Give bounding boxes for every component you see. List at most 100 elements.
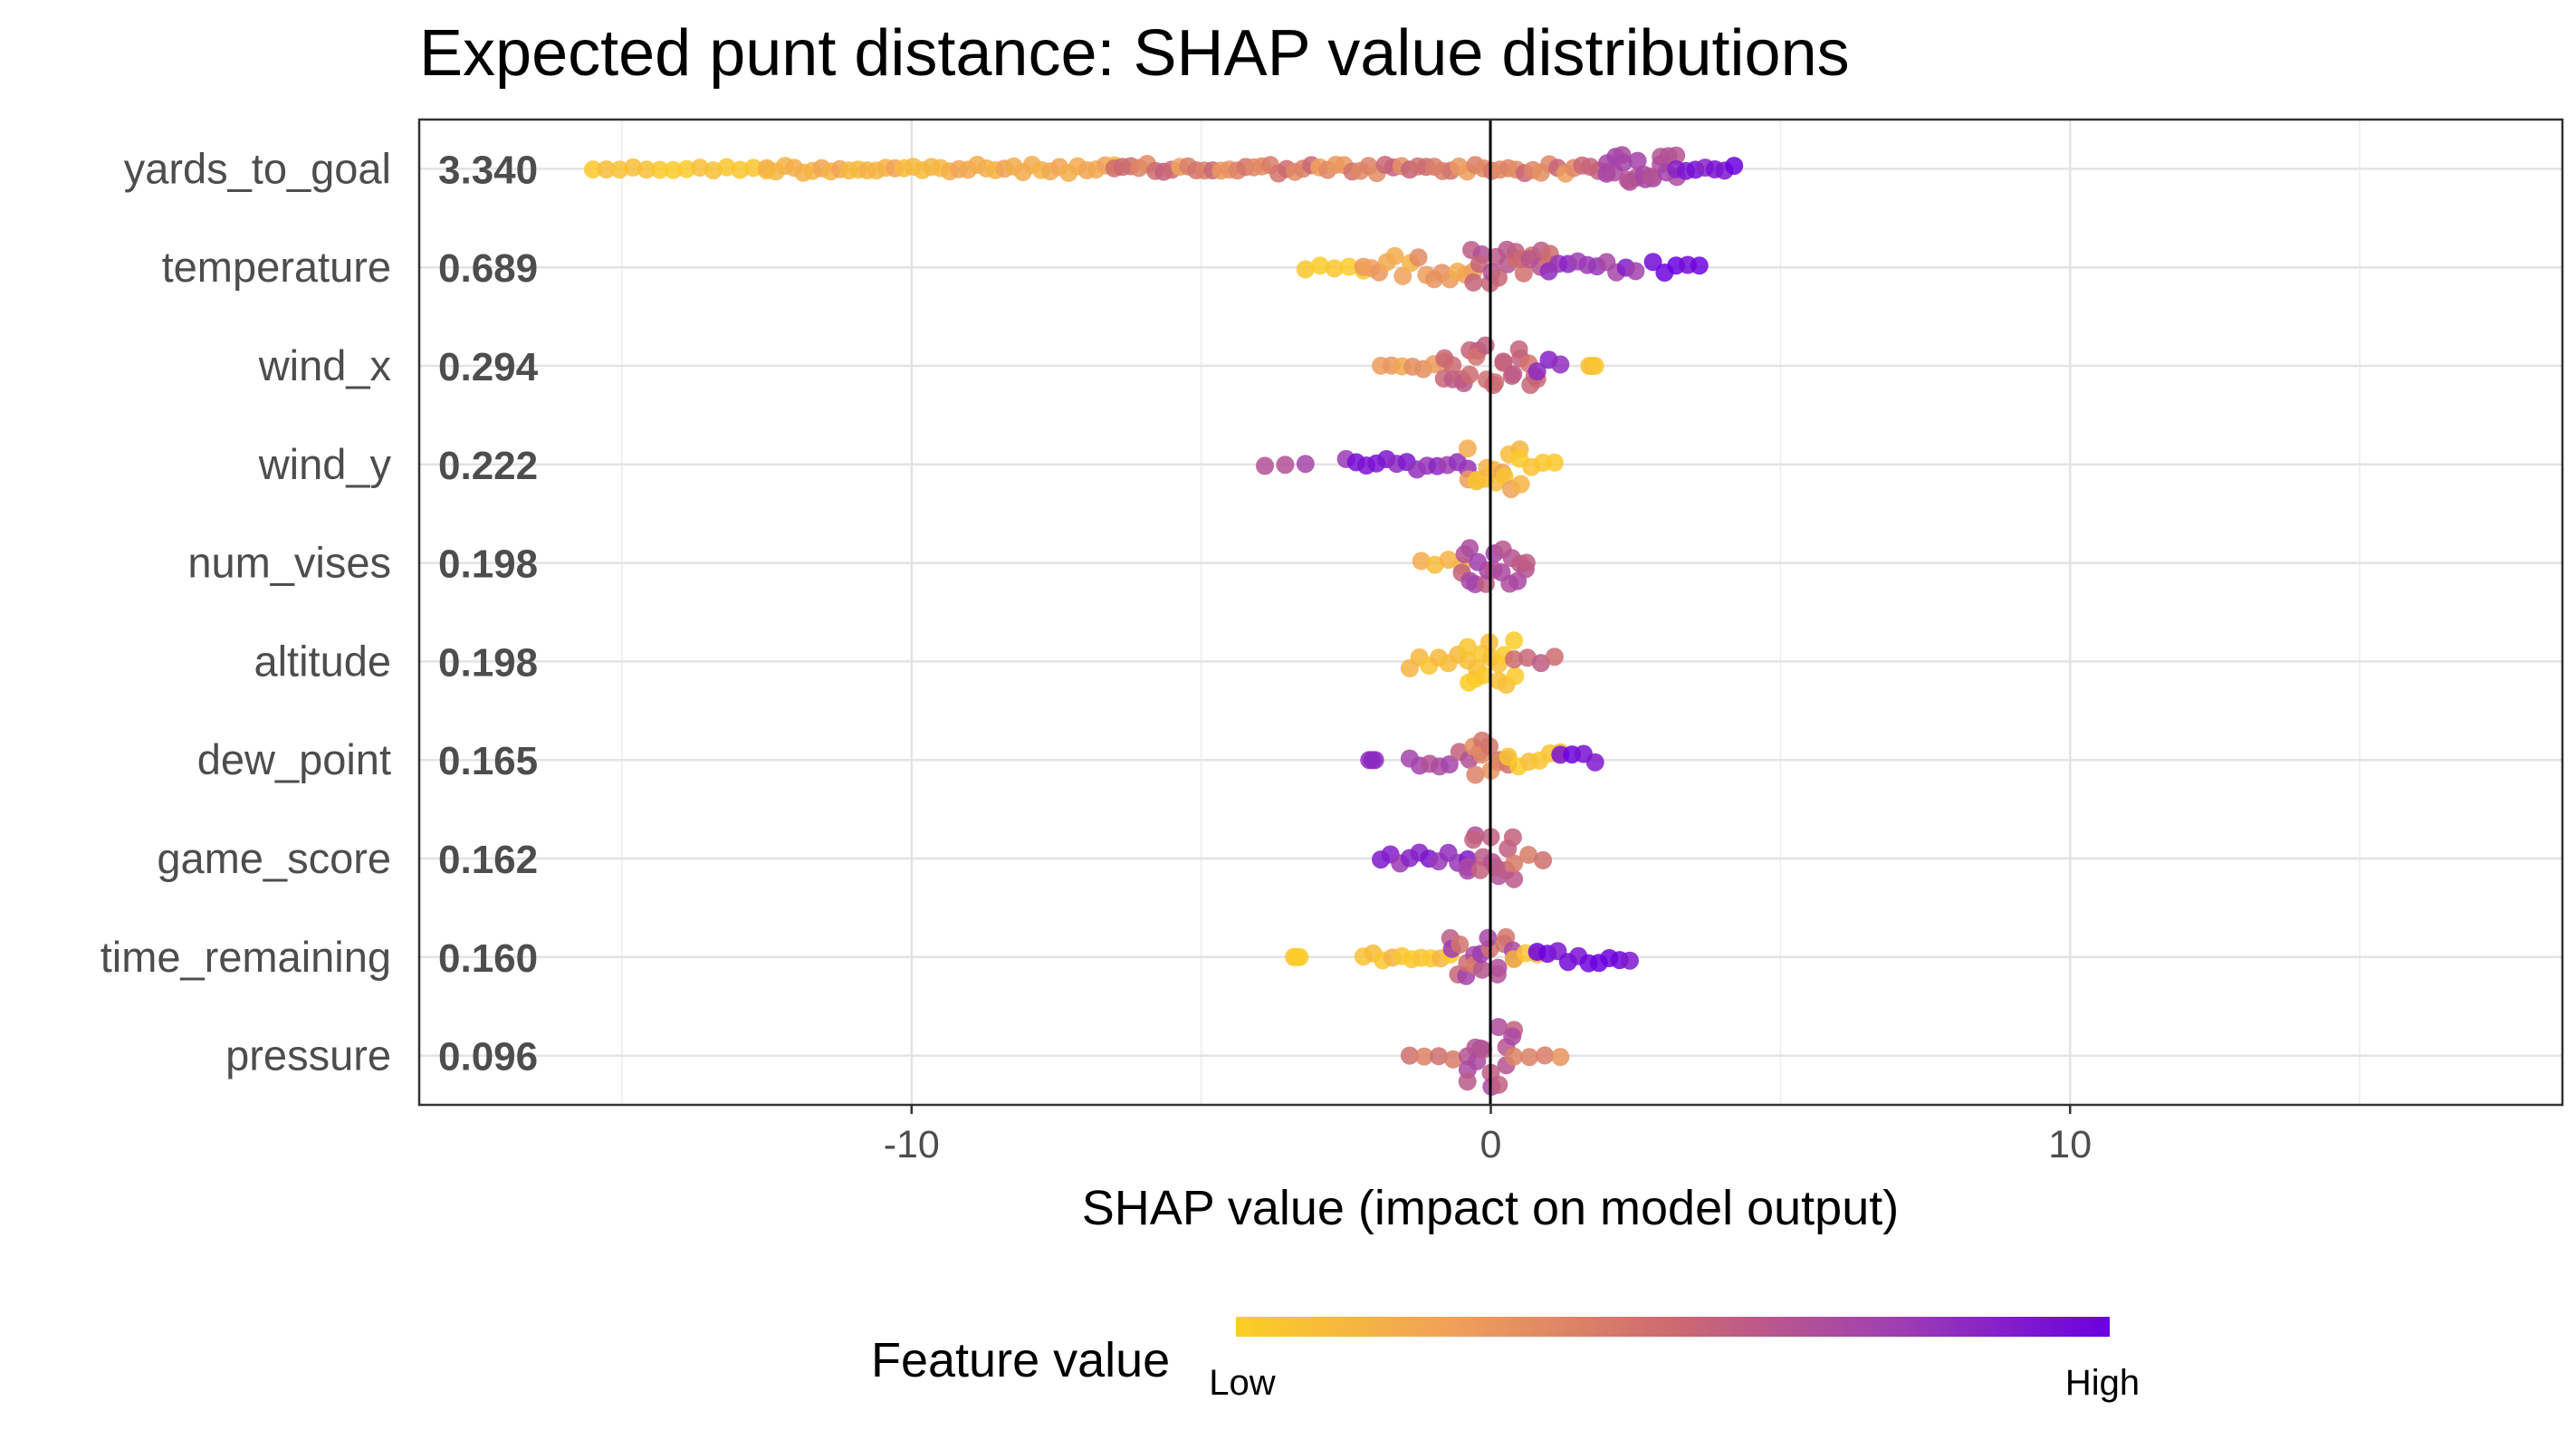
shap-point — [1494, 352, 1513, 371]
shap-point — [1667, 146, 1686, 165]
legend-high-label: High — [2065, 1363, 2140, 1403]
shap-point — [1621, 951, 1639, 970]
shap-point — [1725, 157, 1744, 176]
legend-title: Feature value — [871, 1333, 1170, 1387]
shap-point — [1310, 256, 1329, 275]
shap-point — [1476, 336, 1495, 355]
shap-point — [1393, 266, 1412, 285]
shap-point — [583, 160, 602, 179]
shap-point — [1527, 362, 1547, 380]
shap-point — [1464, 830, 1483, 849]
feature-label: game_score — [157, 834, 391, 882]
shap-point — [1296, 260, 1315, 279]
shap-point — [1339, 257, 1358, 276]
x-tick-label: -10 — [884, 1123, 940, 1166]
mean-shap-value: 0.222 — [438, 444, 538, 488]
feature-labels: yards_to_goal temperature wind_x wind_y num_… — [101, 144, 392, 1079]
shap-point — [731, 160, 750, 179]
shap-point — [717, 158, 736, 177]
shap-point — [1520, 1048, 1539, 1067]
shap-point — [1545, 648, 1564, 667]
shap-point — [1585, 753, 1604, 772]
shap-point — [1489, 1018, 1508, 1036]
shap-point — [1385, 246, 1404, 265]
shap-point — [1464, 273, 1483, 292]
shap-point — [1505, 650, 1524, 668]
shap-point — [1458, 439, 1477, 458]
mean-shap-value: 0.198 — [438, 542, 538, 587]
shap-point — [1626, 262, 1645, 281]
shap-point — [1509, 340, 1528, 359]
shap-point — [637, 160, 656, 179]
shap-point — [1489, 268, 1508, 287]
feature-label: temperature — [162, 243, 391, 291]
feature-label: yards_to_goal — [124, 144, 391, 192]
shap-point — [1551, 1048, 1570, 1067]
shap-point — [1256, 456, 1274, 475]
shap-point — [610, 160, 629, 179]
shap-point — [1296, 455, 1315, 474]
mean-shap-value: 0.689 — [438, 246, 538, 291]
shap-point — [1443, 1050, 1462, 1069]
shap-point — [1458, 1072, 1477, 1091]
mean-shap-value: 0.096 — [438, 1035, 538, 1080]
shap-point — [1460, 539, 1480, 558]
shap-point — [691, 158, 709, 178]
mean-shap-value: 0.198 — [438, 640, 538, 685]
shap-point — [1511, 475, 1530, 494]
feature-label: wind_x — [258, 341, 391, 389]
shap-point — [624, 158, 643, 177]
shap-point — [1458, 638, 1477, 657]
shap-point — [1325, 259, 1344, 278]
feature-label: wind_y — [258, 440, 392, 488]
shap-point — [1505, 1047, 1524, 1066]
shap-point — [1489, 1075, 1508, 1094]
shap-point — [1505, 854, 1524, 873]
shap-point — [1505, 631, 1524, 650]
feature-label: num_vises — [187, 539, 391, 587]
shap-point — [1479, 928, 1498, 947]
shap-point — [1472, 960, 1491, 979]
shap-point — [1551, 355, 1570, 374]
shap-point — [1503, 828, 1522, 847]
shap-point — [1451, 935, 1470, 954]
shap-point — [1517, 553, 1536, 572]
mean-shap-value: 3.340 — [438, 148, 538, 192]
shap-point — [1519, 845, 1538, 864]
shap-point — [677, 159, 696, 178]
shap-point — [1514, 264, 1533, 283]
shap-point — [1585, 357, 1604, 375]
feature-label: altitude — [254, 637, 391, 685]
legend-low-label: Low — [1209, 1363, 1275, 1403]
shap-point — [1690, 256, 1709, 275]
shap-point — [1414, 1047, 1433, 1066]
shap-point — [1412, 552, 1431, 571]
shap-point — [1484, 376, 1503, 394]
shap-point — [1471, 1039, 1490, 1058]
shap-point — [1276, 456, 1295, 475]
shap-point — [1628, 151, 1647, 170]
shap-point — [1536, 1046, 1555, 1065]
shap-point — [597, 160, 616, 178]
shap-point — [1642, 167, 1661, 186]
shap-point — [1534, 850, 1553, 869]
shap-point — [1400, 1046, 1419, 1065]
shap-points — [583, 146, 1744, 1096]
shap-point — [1409, 248, 1428, 267]
shap-point — [1505, 869, 1524, 888]
shap-point — [1443, 356, 1462, 375]
shap-point — [1439, 551, 1458, 570]
shap-point — [1290, 947, 1309, 966]
mean-shap-value: 0.165 — [438, 739, 538, 783]
shap-point — [1503, 1027, 1522, 1046]
shap-point — [1614, 153, 1633, 172]
shap-point — [1440, 755, 1459, 773]
chart-title: Expected punt distance: SHAP value distr… — [419, 17, 1850, 90]
mean-shap-value: 0.294 — [438, 345, 539, 389]
legend-colorbar — [1236, 1317, 2110, 1337]
mean-shap-value: 0.162 — [438, 838, 538, 882]
shap-point — [1506, 667, 1525, 686]
x-tick-label: 10 — [2048, 1123, 2092, 1166]
feature-label: time_remaining — [101, 933, 391, 981]
